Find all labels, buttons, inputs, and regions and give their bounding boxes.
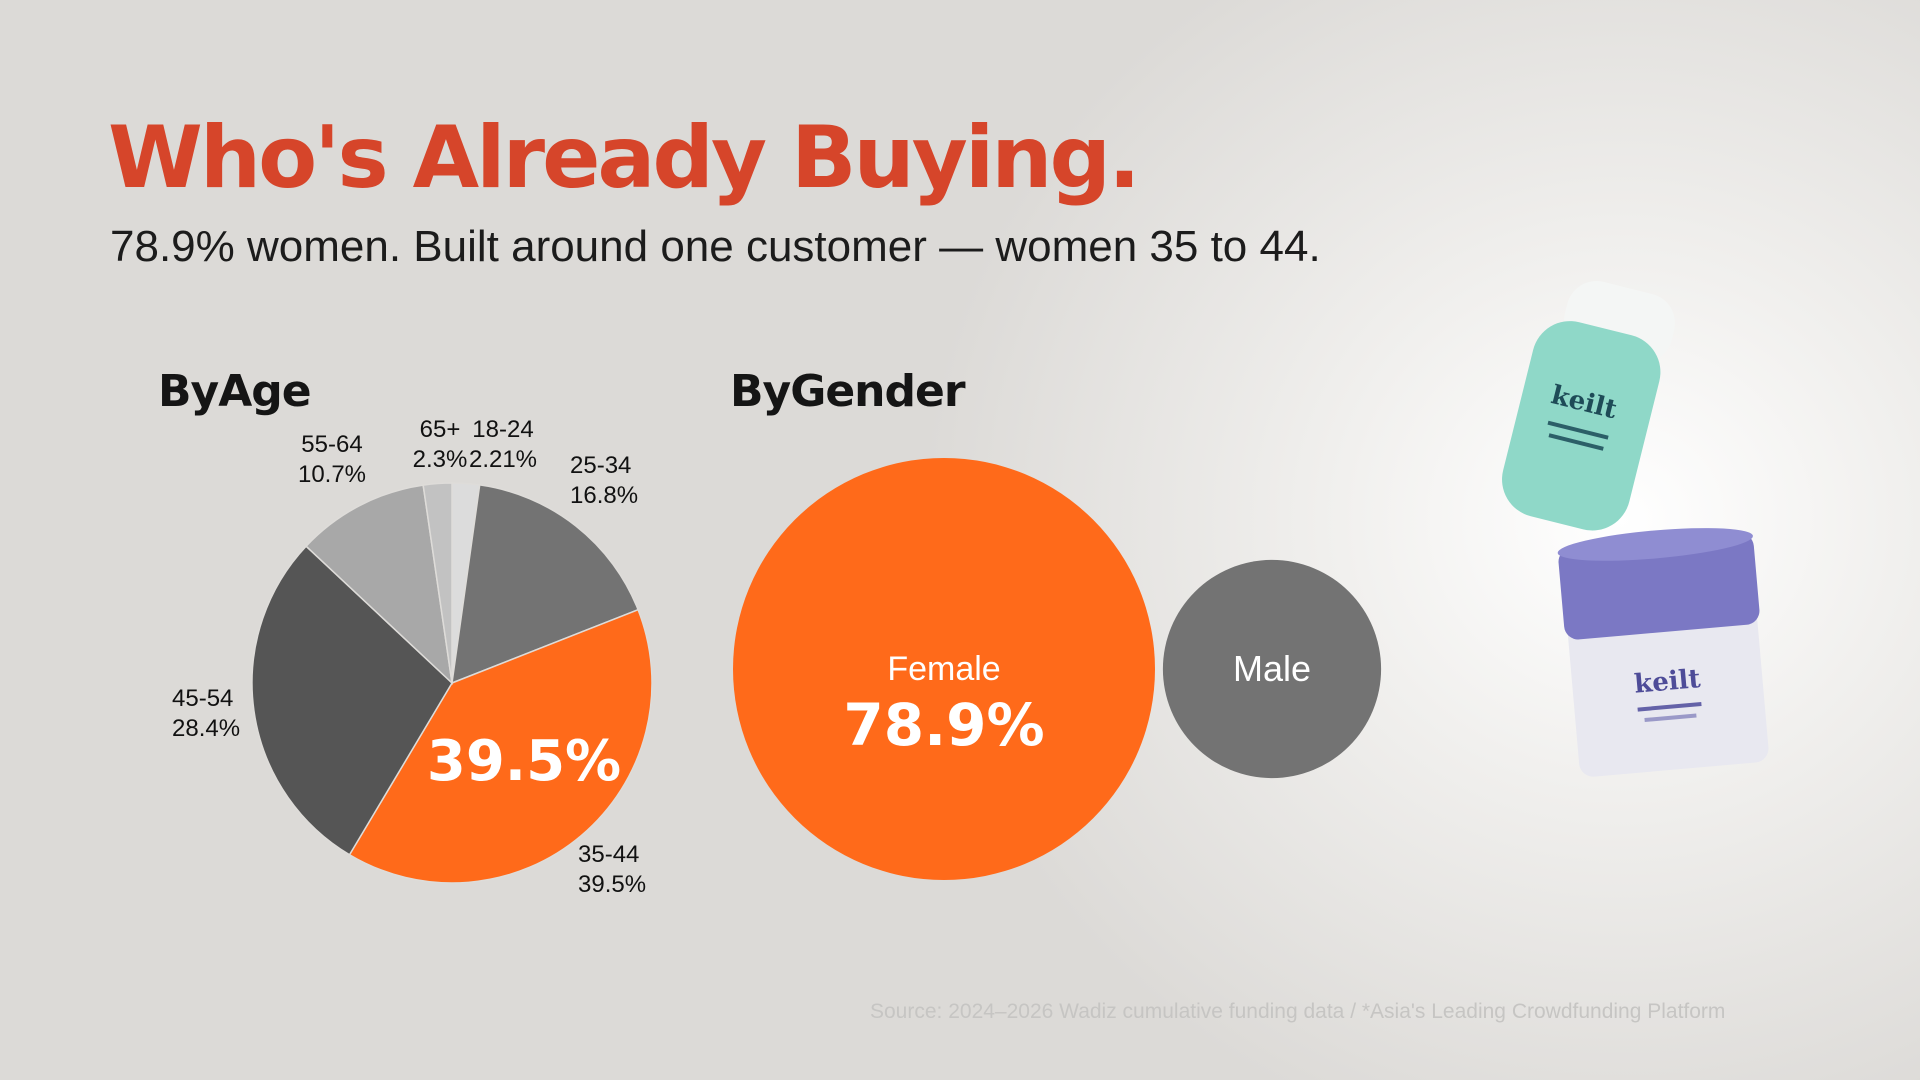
slide-title: Who's Already Buying. xyxy=(108,108,1141,208)
pie-label-45-54: 45-54 28.4% xyxy=(172,685,240,742)
pie-slice-25-34 xyxy=(451,484,640,685)
pie-slice-45-54 xyxy=(251,545,453,856)
slide-subtitle: 78.9% women. Built around one customer —… xyxy=(110,222,1321,271)
pie-label-55-64: 55-64 10.7% xyxy=(298,431,366,488)
teal-bottle-body xyxy=(1502,321,1661,531)
pie-label-35-44: 35-44 39.5% xyxy=(578,841,646,898)
purple-cream-jar-image: keilt xyxy=(1557,528,1769,777)
pie-label-65+: 65+ 2.3% xyxy=(413,416,468,473)
pie-slice-65+ xyxy=(422,482,453,684)
pie-label-25-34: 25-34 16.8% xyxy=(570,452,638,509)
pie-slice-55-64 xyxy=(305,484,454,686)
pie-highlight-value: 39.5% xyxy=(427,729,621,794)
pie-label-18-24: 18-24 2.21% xyxy=(469,416,537,473)
source-note: Source: 2024–2026 Wadiz cumulative fundi… xyxy=(870,1000,1726,1023)
age-chart-title: ByAge xyxy=(158,366,312,417)
teal-serum-bottle-image: keilt xyxy=(1502,281,1675,531)
gender-chart-title: ByGender xyxy=(730,366,966,417)
pie-slice-35-44 xyxy=(348,608,653,884)
purple-jar-brand: keilt xyxy=(1633,664,1702,700)
